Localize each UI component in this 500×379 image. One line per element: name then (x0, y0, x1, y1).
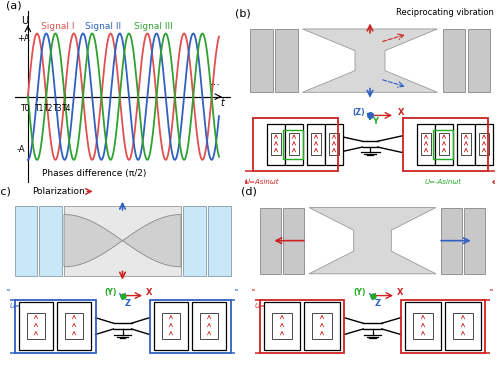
Text: (d): (d) (241, 186, 257, 196)
Text: Phases difference (π/2): Phases difference (π/2) (42, 169, 146, 178)
Text: T3: T3 (53, 103, 62, 113)
Bar (192, 302, 226, 350)
Bar (267, 124, 285, 164)
Text: Signal II: Signal II (85, 22, 121, 31)
Text: (c): (c) (0, 186, 12, 196)
Bar (260, 299, 344, 353)
Text: ˜: ˜ (250, 290, 255, 300)
Bar (461, 133, 471, 155)
Bar (162, 313, 180, 339)
Bar (402, 117, 488, 171)
Bar (457, 124, 475, 164)
Bar (39, 206, 62, 276)
Bar (260, 208, 281, 274)
Bar (271, 133, 281, 155)
Bar (154, 302, 188, 350)
Text: X: X (397, 288, 404, 297)
Text: -A: -A (17, 145, 25, 154)
Text: (a): (a) (6, 1, 22, 11)
Text: ˜: ˜ (6, 290, 10, 300)
Bar (252, 117, 338, 171)
Text: T0: T0 (21, 103, 30, 113)
Bar (208, 206, 231, 276)
Bar (432, 130, 452, 158)
Text: (Y): (Y) (354, 288, 366, 297)
Text: Reciprocating vibration: Reciprocating vibration (396, 8, 494, 17)
Text: (Y): (Y) (104, 288, 117, 297)
Bar (479, 133, 489, 155)
Bar (304, 302, 340, 350)
Text: T2: T2 (44, 103, 54, 113)
Bar (311, 133, 321, 155)
Bar (400, 299, 486, 353)
Text: U=-Asinωt: U=-Asinωt (425, 179, 462, 185)
Bar (475, 124, 493, 164)
Text: ˜: ˜ (233, 290, 237, 300)
Bar (26, 313, 45, 339)
Text: T1: T1 (35, 103, 44, 113)
Bar (307, 124, 325, 164)
Text: U=Acosωt: U=Acosωt (10, 303, 46, 309)
Text: U: U (21, 16, 28, 26)
Bar (184, 206, 206, 276)
Bar (289, 133, 299, 155)
Bar (65, 313, 84, 339)
Bar (200, 313, 218, 339)
Bar (272, 313, 291, 339)
Text: Z: Z (125, 299, 131, 308)
Text: X: X (398, 108, 404, 116)
Bar (264, 302, 300, 350)
Bar (275, 29, 297, 92)
Bar (325, 124, 343, 164)
Bar (282, 130, 302, 158)
Text: U=Asinωt: U=Asinωt (255, 303, 290, 309)
Bar (19, 302, 52, 350)
Bar (64, 206, 181, 276)
Text: +A: +A (17, 34, 29, 43)
Bar (14, 206, 37, 276)
Bar (285, 124, 303, 164)
Text: Y: Y (372, 117, 378, 126)
Text: X: X (146, 288, 152, 297)
Text: ˜: ˜ (488, 290, 492, 300)
Text: (b): (b) (235, 8, 251, 18)
Text: Signal I: Signal I (40, 22, 74, 31)
Bar (150, 299, 230, 353)
Bar (468, 29, 490, 92)
Polygon shape (309, 208, 436, 274)
Bar (406, 302, 440, 350)
Bar (439, 133, 449, 155)
Bar (464, 208, 485, 274)
Bar (442, 29, 465, 92)
Bar (440, 208, 462, 274)
Bar (312, 313, 332, 339)
Bar (417, 124, 435, 164)
Text: Signal III: Signal III (134, 22, 173, 31)
Bar (454, 313, 472, 339)
Bar (421, 133, 431, 155)
Bar (14, 299, 96, 353)
Text: ...: ... (210, 77, 220, 87)
Bar (250, 29, 272, 92)
Text: Polarization: Polarization (32, 186, 85, 196)
Bar (283, 208, 304, 274)
Bar (435, 124, 453, 164)
Bar (329, 133, 339, 155)
Text: Z: Z (375, 299, 381, 308)
Bar (414, 313, 432, 339)
Text: T4: T4 (62, 103, 72, 113)
Text: (Z): (Z) (352, 108, 365, 116)
Text: U=Asinωt: U=Asinωt (245, 179, 280, 185)
Bar (58, 302, 91, 350)
PathPatch shape (64, 215, 181, 267)
Bar (446, 302, 480, 350)
Polygon shape (302, 29, 438, 92)
Text: t: t (220, 98, 224, 108)
